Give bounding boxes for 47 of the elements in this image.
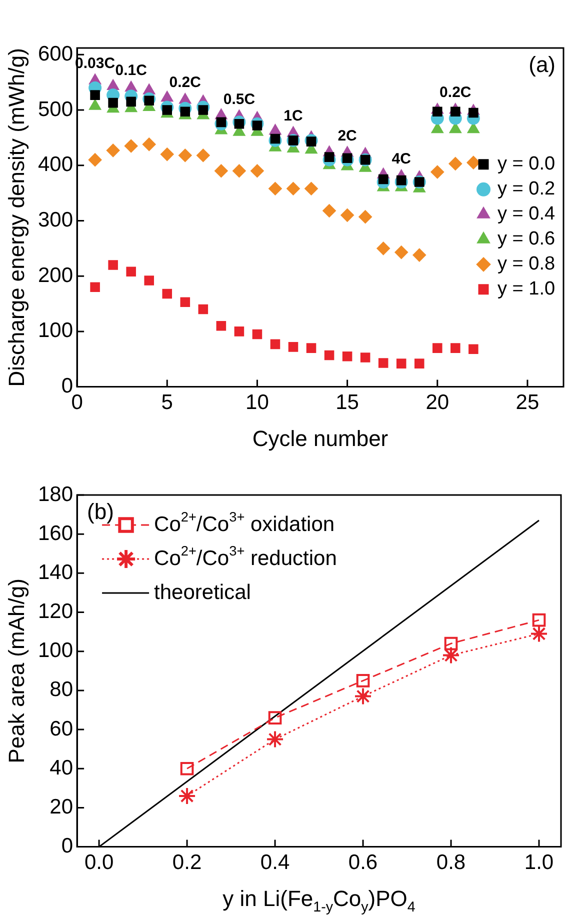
y-tick-label: 80	[50, 678, 74, 702]
legend-label: y = 1.0	[498, 278, 556, 300]
x-axis-title: Cycle number	[252, 426, 388, 452]
x-tick-label: 20	[426, 391, 450, 414]
x-tick-label: 25	[516, 391, 540, 414]
annotation: 0.2C	[440, 84, 472, 102]
annotation: 0.1C	[115, 62, 148, 79]
y-tick-label: 120	[38, 600, 74, 624]
y-tick-label: 0	[61, 834, 74, 858]
x-tick-label: 0.8	[436, 851, 466, 874]
y-tick-label: 300	[38, 208, 74, 232]
x-tick-label: 5	[161, 391, 173, 414]
y-tick-label: 200	[38, 264, 74, 287]
x-tick-label: 10	[246, 391, 269, 414]
y-tick-label: 0	[61, 374, 74, 398]
annotation: 0.2C	[169, 74, 202, 92]
x-tick-label: 0.2	[172, 851, 202, 874]
x-tick-label: 0.0	[84, 851, 114, 874]
legend-label: y = 0.8	[498, 254, 556, 275]
y-tick-label: 500	[38, 98, 74, 121]
annotation: (b)	[87, 499, 114, 524]
y-tick-label: 600	[38, 42, 74, 66]
y-tick-label: 100	[38, 639, 74, 662]
legend-label: y = 0.4	[498, 204, 556, 225]
legend-label: theoretical	[154, 580, 251, 604]
y-axis-title: Discharge energy density (mWh/g)	[4, 48, 30, 387]
y-tick-label: 160	[38, 522, 74, 545]
legend-label: y = 0.2	[498, 178, 556, 200]
legend-label: y = 0.0	[498, 154, 556, 175]
legend-label: y = 0.6	[498, 228, 556, 250]
y-tick-label: 180	[38, 482, 74, 506]
annotation: (a)	[528, 52, 556, 78]
x-tick-label: 1.0	[524, 851, 554, 874]
annotation: 1C	[284, 107, 303, 124]
x-tick-label: 15	[336, 391, 359, 414]
x-tick-label: 0.6	[348, 851, 378, 874]
annotation: 4C	[392, 150, 412, 168]
y-tick-label: 60	[50, 717, 74, 740]
y-axis-title: Peak area (mAh/g)	[4, 578, 30, 764]
y-tick-label: 20	[50, 796, 74, 819]
y-tick-label: 40	[50, 756, 74, 780]
annotation: 2C	[338, 127, 358, 144]
y-tick-label: 100	[38, 319, 74, 342]
x-tick-label: 0.4	[260, 851, 290, 874]
y-tick-label: 400	[38, 153, 74, 176]
annotation: 0.5C	[223, 90, 256, 108]
y-tick-label: 140	[38, 560, 74, 584]
